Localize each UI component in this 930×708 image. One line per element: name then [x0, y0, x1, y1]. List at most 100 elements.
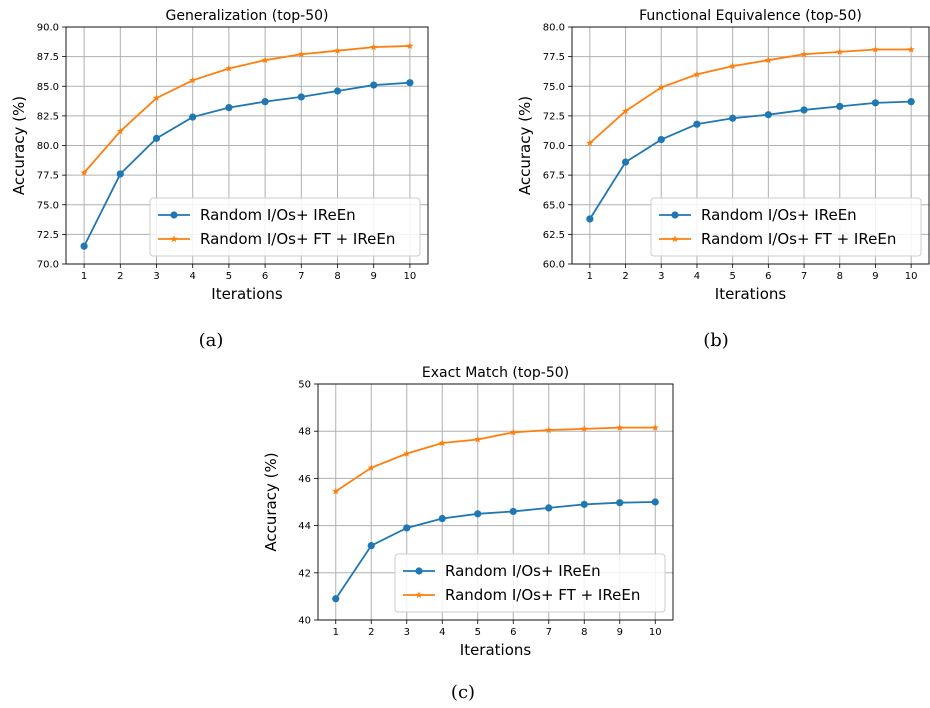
data-point [800, 50, 808, 58]
data-point [871, 99, 880, 107]
data-point [616, 423, 624, 431]
data-point [333, 46, 342, 54]
data-point [586, 139, 594, 147]
data-point [225, 103, 233, 112]
x-tick-label: 7 [298, 271, 304, 282]
chart-title: Functional Equivalence (top-50) [639, 8, 862, 24]
y-tick-label: 50 [298, 380, 311, 391]
y-tick-label: 80.0 [37, 141, 59, 152]
y-tick-label: 40 [298, 616, 311, 627]
x-tick-label: 9 [872, 271, 878, 282]
data-point [729, 62, 737, 70]
legend-box [149, 197, 421, 257]
y-tick-label: 42 [298, 568, 311, 579]
subfigure-caption: (a) [199, 330, 224, 351]
y-tick-label: 82.5 [37, 111, 59, 122]
x-tick-label: 2 [622, 271, 628, 282]
x-tick-label: 8 [581, 627, 587, 638]
x-tick-label: 9 [371, 271, 377, 282]
data-point [116, 127, 124, 135]
series-line-2 [83, 45, 410, 174]
legend-box [394, 553, 666, 613]
data-point [189, 113, 197, 121]
x-tick-label: 5 [729, 271, 735, 282]
data-point [189, 76, 197, 84]
x-tick-label: 4 [439, 627, 445, 638]
data-point [370, 81, 378, 89]
x-tick-label: 1 [81, 271, 87, 282]
data-point [657, 83, 665, 91]
x-tick-label: 10 [649, 627, 662, 638]
data-point [406, 42, 414, 50]
legend-entry: Random I/Os+ FT + IReEn [200, 230, 395, 248]
data-point [332, 595, 340, 603]
data-point [80, 168, 88, 176]
y-tick-label: 65.0 [543, 200, 565, 211]
legend-entry: Random I/Os+ FT + IReEn [445, 586, 640, 604]
y-axis-label: Accuracy (%) [10, 96, 28, 195]
data-point [657, 135, 665, 144]
chart-panel-1: 1 2 3 4 5 6 7 8 9 10 70.0 72.5 75.0 77.5 80.0 82.5 85.0 8… [10, 8, 429, 351]
y-tick-label: 80.0 [543, 23, 565, 34]
subfigure-caption: (b) [703, 330, 729, 351]
legend-marker [170, 235, 178, 243]
data-point [403, 524, 411, 532]
legend-entry: Random I/Os+ IReEn [445, 562, 601, 580]
data-point [297, 50, 305, 58]
data-point [332, 487, 340, 495]
chart-panel-3: 1 2 3 4 5 6 7 8 9 10 40 42 44 46 48 50 Exact Match (top-… [262, 365, 674, 703]
data-point [152, 94, 161, 102]
data-point [616, 499, 624, 507]
x-tick-label: 7 [546, 627, 552, 638]
legend: Random I/Os+ IReEn Random I/Os+ FT + IReE… [650, 197, 922, 257]
data-point [261, 98, 269, 106]
data-point [586, 215, 594, 223]
x-axis-label: Iterations [211, 285, 283, 303]
legend-marker [671, 211, 679, 219]
chart-title: Generalization (top-50) [166, 8, 329, 24]
legend: Random I/Os+ IReEn Random I/Os+ FT + IReE… [394, 553, 666, 613]
data-point [907, 45, 915, 53]
data-point [545, 504, 553, 512]
legend-entry: Random I/Os+ IReEn [200, 206, 356, 224]
data-point [152, 134, 161, 142]
x-tick-label: 3 [153, 271, 159, 282]
x-tick-label: 6 [510, 627, 516, 638]
y-tick-label: 44 [298, 521, 311, 532]
series-line-1 [335, 501, 656, 600]
data-point [651, 498, 659, 506]
x-tick-label: 4 [190, 271, 196, 282]
subfigure-caption: (c) [451, 682, 475, 703]
data-point [621, 158, 630, 166]
x-tick-label: 6 [262, 271, 268, 282]
x-tick-label: 8 [334, 271, 340, 282]
chart-panel-2: 1 2 3 4 5 6 7 8 9 10 60.0 62.5 65.0 67.5 70.0 72.5 75.0 7… [516, 8, 930, 351]
x-tick-label: 2 [368, 627, 374, 638]
y-tick-label: 75.0 [543, 82, 565, 93]
y-tick-label: 77.5 [543, 52, 565, 63]
data-point [367, 542, 375, 550]
series-line-1 [589, 100, 912, 220]
legend: Random I/Os+ IReEn Random I/Os+ FT + IReE… [149, 197, 421, 257]
x-tick-label: 8 [837, 271, 843, 282]
data-point [438, 439, 446, 447]
x-tick-label: 7 [801, 271, 807, 282]
x-tick-label: 10 [404, 271, 417, 282]
data-point [509, 507, 517, 516]
data-point [438, 514, 446, 523]
legend-entry: Random I/Os+ FT + IReEn [701, 230, 896, 248]
x-tick-label: 6 [765, 271, 771, 282]
data-point [116, 170, 124, 178]
data-point [764, 56, 772, 64]
data-point [333, 87, 342, 95]
y-tick-label: 77.5 [37, 171, 59, 182]
y-tick-label: 87.5 [37, 52, 59, 63]
data-point [764, 111, 772, 119]
data-point [474, 510, 482, 518]
data-point [370, 43, 378, 51]
series-line-1 [83, 81, 410, 247]
chart-title: Exact Match (top-50) [422, 365, 569, 381]
data-point [651, 423, 659, 431]
x-tick-label: 9 [617, 627, 623, 638]
data-point [729, 114, 737, 122]
